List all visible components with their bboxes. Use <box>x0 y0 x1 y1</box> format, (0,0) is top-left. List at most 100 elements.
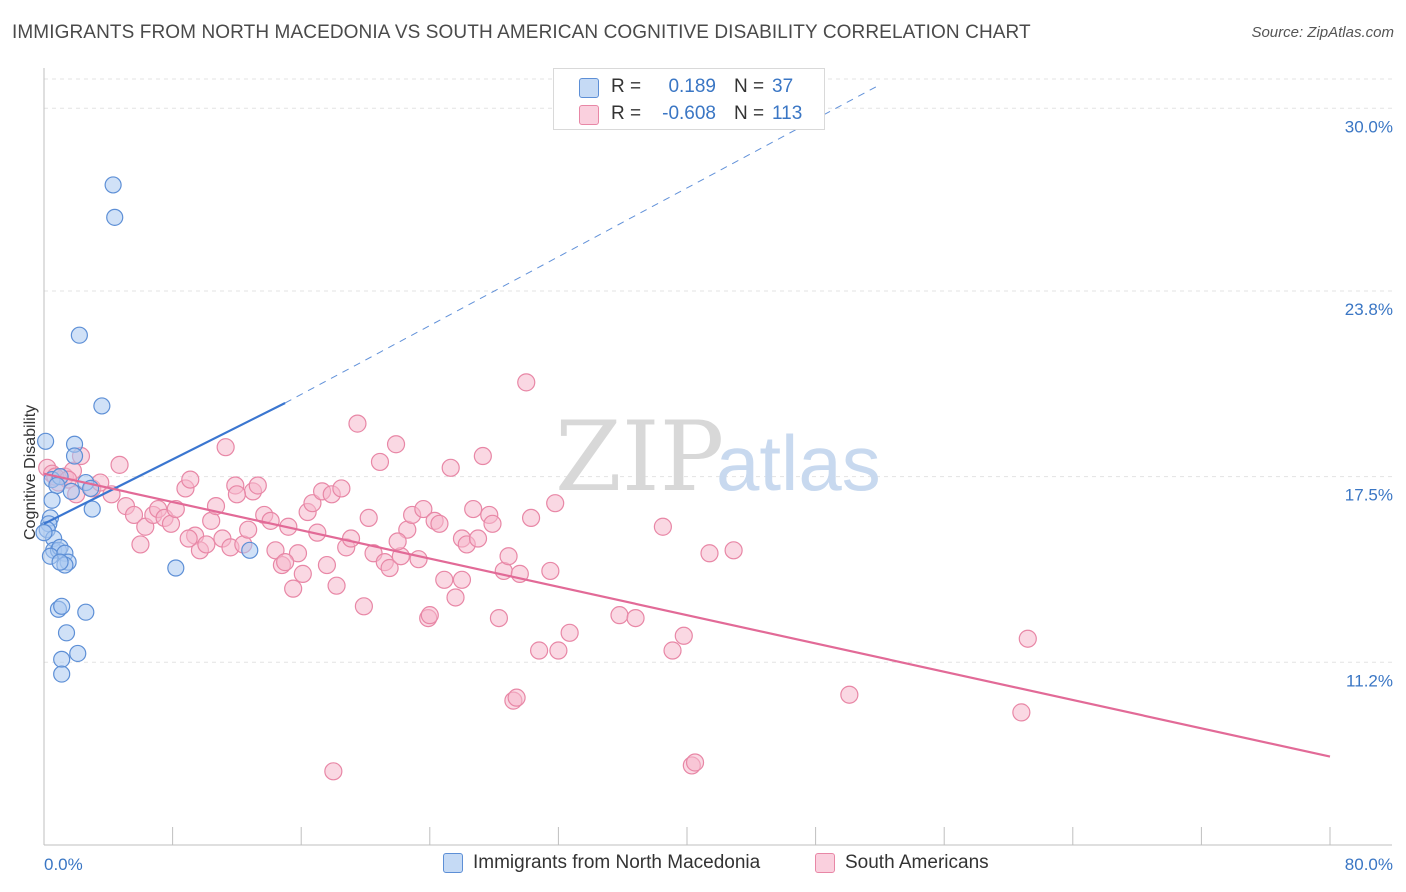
data-point-south-americans <box>507 688 526 707</box>
data-point-south-americans <box>441 458 460 477</box>
data-point-south-americans <box>435 570 454 589</box>
data-point-south-americans <box>261 511 280 530</box>
data-point-south-americans <box>409 550 428 569</box>
data-point-south-americans <box>284 579 303 598</box>
data-point-south-americans <box>348 414 367 433</box>
data-point-south-americans <box>653 517 672 536</box>
stats-swatch-blue <box>579 78 599 98</box>
data-point-north-macedonia <box>104 176 122 194</box>
y-tick-label: 17.5% <box>1345 486 1393 505</box>
y-axis-label: Cognitive Disability <box>22 405 39 540</box>
data-point-north-macedonia <box>70 326 88 344</box>
trend-lines <box>43 84 1331 758</box>
data-point-north-macedonia <box>43 491 61 509</box>
grid-lines <box>44 78 1392 663</box>
data-point-south-americans <box>276 553 295 572</box>
chart-title: IMMIGRANTS FROM NORTH MACEDONIA VS SOUTH… <box>12 22 1031 43</box>
data-point-south-americans <box>124 505 144 525</box>
data-point-south-americans <box>541 561 560 581</box>
data-point-north-macedonia <box>57 624 76 642</box>
watermark: ZIP atlas <box>555 401 881 513</box>
data-point-south-americans <box>549 641 568 660</box>
watermark-zip: ZIP <box>555 401 724 513</box>
data-point-south-americans <box>239 520 258 539</box>
data-point-south-americans <box>131 535 150 554</box>
axes <box>43 68 1392 846</box>
data-point-south-americans <box>386 435 406 454</box>
data-point-south-americans <box>288 544 308 563</box>
data-point-south-americans <box>468 529 488 548</box>
stats-r-label: R = <box>611 76 642 97</box>
data-point-north-macedonia <box>106 208 124 226</box>
data-point-south-americans <box>700 544 719 563</box>
data-point-south-americans <box>303 494 322 513</box>
x-tick-label: 80.0% <box>1345 855 1393 874</box>
data-point-south-americans <box>626 608 645 628</box>
data-point-south-americans <box>166 499 185 519</box>
data-point-south-americans <box>724 541 743 560</box>
data-point-south-americans <box>452 570 472 589</box>
data-point-south-americans <box>370 452 390 472</box>
data-point-south-americans <box>610 606 629 625</box>
data-point-south-americans <box>181 470 200 489</box>
legend: Immigrants from North Macedonia South Am… <box>0 850 1406 878</box>
data-point-south-americans <box>1018 629 1037 648</box>
stats-r-value: -0.608 <box>662 103 716 124</box>
data-point-north-macedonia <box>35 524 53 542</box>
stats-n-value: 113 <box>772 103 803 124</box>
watermark-atlas: atlas <box>716 419 881 507</box>
data-point-south-americans <box>110 455 129 474</box>
data-point-south-americans <box>341 529 361 548</box>
data-point-north-macedonia <box>77 603 95 621</box>
data-point-north-macedonia <box>53 597 71 615</box>
data-point-south-americans <box>327 576 346 595</box>
data-point-north-macedonia <box>167 559 185 577</box>
data-point-north-macedonia <box>53 650 71 668</box>
data-point-south-americans <box>446 588 465 607</box>
stats-n-value: 37 <box>772 76 794 97</box>
data-point-south-americans <box>499 547 518 566</box>
series-north-macedonia <box>35 176 259 683</box>
data-point-north-macedonia <box>83 500 101 518</box>
data-point-south-americans <box>354 597 373 616</box>
data-point-south-americans <box>332 479 351 498</box>
stats-legend-box: R = 0.189 N = 37 R = -0.608 N = 113 <box>553 68 825 130</box>
data-point-south-americans <box>248 476 267 495</box>
data-point-north-macedonia <box>48 476 66 495</box>
data-point-north-macedonia <box>93 397 111 415</box>
data-point-south-americans <box>530 641 549 660</box>
data-point-north-macedonia <box>65 447 84 465</box>
data-point-south-americans <box>521 508 541 528</box>
data-point-north-macedonia <box>69 644 87 663</box>
legend-item-south-americans: South Americans <box>815 852 989 874</box>
series-south-americans <box>38 373 1037 781</box>
y-tick-label: 23.8% <box>1345 300 1393 319</box>
stats-r-label: R = <box>611 103 642 124</box>
data-point-south-americans <box>560 623 579 642</box>
data-point-south-americans <box>1012 703 1031 722</box>
data-point-south-americans <box>359 508 378 528</box>
y-tick-label: 11.2% <box>1346 671 1393 690</box>
data-point-south-americans <box>674 626 693 645</box>
stats-n-label: N = <box>734 103 765 124</box>
stats-r-value: 0.189 <box>668 76 716 97</box>
data-point-south-americans <box>414 499 433 519</box>
data-point-south-americans <box>179 529 198 548</box>
data-point-north-macedonia <box>51 553 69 571</box>
legend-item-north-macedonia: Immigrants from North Macedonia <box>443 852 760 874</box>
data-point-south-americans <box>293 564 312 583</box>
data-point-south-americans <box>483 514 502 533</box>
data-point-south-americans <box>197 535 216 554</box>
data-point-south-americans <box>685 753 705 772</box>
trend-line-north-macedonia <box>43 402 286 525</box>
data-point-south-americans <box>489 608 509 628</box>
legend-swatch-blue <box>443 853 463 873</box>
data-point-south-americans <box>430 514 449 533</box>
data-point-south-americans <box>840 685 859 704</box>
data-point-south-americans <box>663 641 682 660</box>
data-point-north-macedonia <box>53 665 71 683</box>
legend-swatch-pink <box>815 853 835 873</box>
trend-line-south-americans <box>43 472 1331 758</box>
trend-line-north-macedonia-extrapolated <box>284 84 881 404</box>
